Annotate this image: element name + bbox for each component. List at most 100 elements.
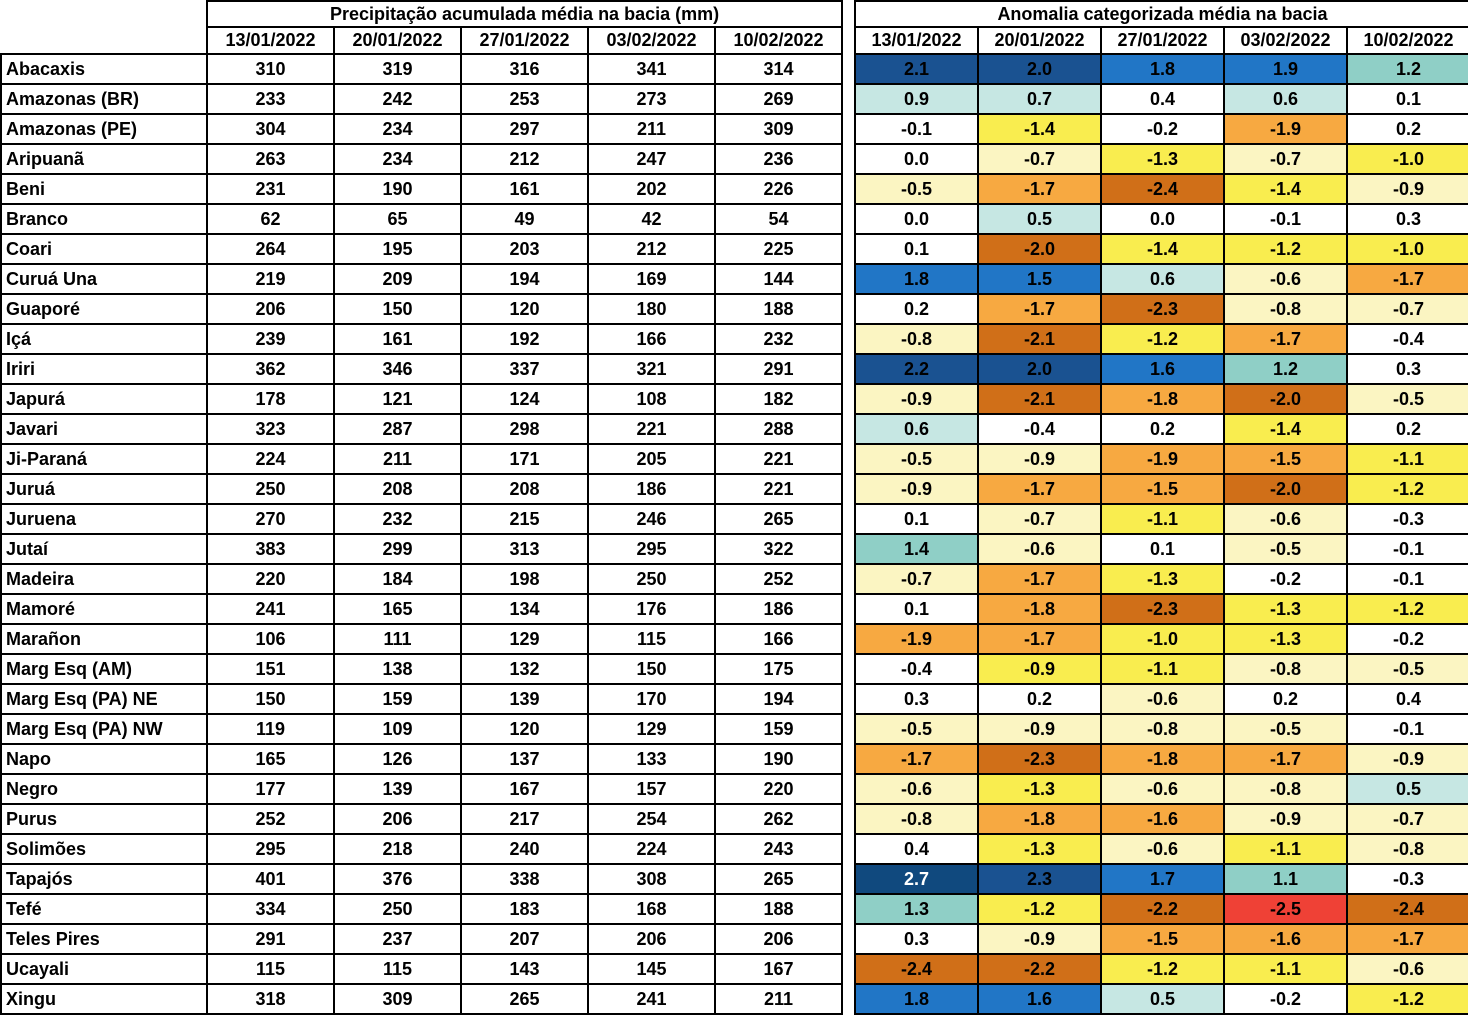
anomaly-value-cell: -0.6 — [1100, 833, 1225, 865]
precip-value-cell: 106 — [206, 623, 335, 655]
anomaly-value-cell: -1.5 — [1100, 923, 1225, 955]
precip-value-cell: 168 — [587, 893, 716, 925]
anomaly-value-cell: -1.7 — [977, 173, 1102, 205]
precipitation-date-header-row: 13/01/2022 20/01/2022 27/01/2022 03/02/2022… — [1, 26, 844, 55]
table-row: Beni 231 190 161 202 226 — [0, 173, 844, 205]
precip-value-cell: 291 — [206, 923, 335, 955]
anomaly-value-cell: -1.2 — [1223, 233, 1348, 265]
precip-value-cell: 212 — [460, 143, 589, 175]
date-header: 03/02/2022 — [1223, 26, 1348, 55]
anomaly-value-cell: -0.9 — [854, 473, 979, 505]
anomaly-value-cell: -1.0 — [1345, 233, 1468, 265]
precip-value-cell: 161 — [333, 323, 462, 355]
table-row: -0.8 -2.1 -1.2 -1.7 -0.4 — [854, 323, 1468, 355]
precip-value-cell: 252 — [206, 803, 335, 835]
table-row: Juruena 270 232 215 246 265 — [0, 503, 844, 535]
anomaly-value-cell: -1.2 — [1345, 473, 1468, 505]
anomaly-value-cell: -0.6 — [1100, 773, 1225, 805]
anomaly-value-cell: 1.4 — [854, 533, 979, 565]
basin-name: Coari — [0, 233, 208, 265]
table-row: 1.4 -0.6 0.1 -0.5 -0.1 — [854, 533, 1468, 565]
anomaly-value-cell: -2.3 — [1100, 593, 1225, 625]
precip-value-cell: 309 — [713, 113, 844, 145]
anomaly-value-cell: -0.6 — [1345, 953, 1468, 985]
table-row: Abacaxis 310 319 316 341 314 — [0, 53, 844, 85]
anomaly-value-cell: 0.1 — [854, 593, 979, 625]
anomaly-value-cell: -0.1 — [1223, 203, 1348, 235]
corner-spacer — [1, 27, 207, 54]
precip-value-cell: 319 — [333, 53, 462, 85]
precip-value-cell: 166 — [713, 623, 844, 655]
anomaly-value-cell: -1.3 — [1100, 563, 1225, 595]
precip-value-cell: 206 — [206, 293, 335, 325]
anomaly-value-cell: 0.6 — [1223, 83, 1348, 115]
table-row: Solimões 295 218 240 224 243 — [0, 833, 844, 865]
precip-value-cell: 242 — [333, 83, 462, 115]
precip-value-cell: 165 — [333, 593, 462, 625]
anomaly-value-cell: -2.2 — [1100, 893, 1225, 925]
table-row: Teles Pires 291 237 207 206 206 — [0, 923, 844, 955]
precip-value-cell: 237 — [333, 923, 462, 955]
table-row: 0.2 -1.7 -2.3 -0.8 -0.7 — [854, 293, 1468, 325]
anomaly-value-cell: -1.9 — [1223, 113, 1348, 145]
precip-value-cell: 250 — [333, 893, 462, 925]
precip-value-cell: 144 — [713, 263, 844, 295]
precip-value-cell: 250 — [587, 563, 716, 595]
anomaly-value-cell: -0.5 — [1345, 653, 1468, 685]
anomaly-value-cell: -0.7 — [1223, 143, 1348, 175]
precip-value-cell: 221 — [587, 413, 716, 445]
table-row: Amazonas (BR) 233 242 253 273 269 — [0, 83, 844, 115]
anomaly-value-cell: -1.4 — [1100, 233, 1225, 265]
precipitation-table-title: Precipitação acumulada média na bacia (m… — [205, 0, 844, 28]
precip-value-cell: 194 — [713, 683, 844, 715]
precip-value-cell: 209 — [333, 263, 462, 295]
precip-value-cell: 182 — [713, 383, 844, 415]
anomaly-value-cell: 0.2 — [1345, 113, 1468, 145]
precip-value-cell: 322 — [713, 533, 844, 565]
date-header: 27/01/2022 — [460, 26, 589, 55]
anomaly-value-cell: -0.7 — [1345, 293, 1468, 325]
table-row: 0.0 -0.7 -1.3 -0.7 -1.0 — [854, 143, 1468, 175]
anomaly-value-cell: -0.1 — [1345, 713, 1468, 745]
table-row: 0.0 0.5 0.0 -0.1 0.3 — [854, 203, 1468, 235]
precip-value-cell: 217 — [460, 803, 589, 835]
table-row: Aripuanã 263 234 212 247 236 — [0, 143, 844, 175]
anomaly-value-cell: -0.6 — [1100, 683, 1225, 715]
anomaly-value-cell: -2.3 — [1100, 293, 1225, 325]
basin-name: Aripuanã — [0, 143, 208, 175]
precip-value-cell: 62 — [206, 203, 335, 235]
anomaly-value-cell: -0.5 — [1345, 383, 1468, 415]
anomaly-value-cell: -0.9 — [1223, 803, 1348, 835]
precip-value-cell: 180 — [587, 293, 716, 325]
table-row: -0.8 -1.8 -1.6 -0.9 -0.7 — [854, 803, 1468, 835]
precip-value-cell: 338 — [460, 863, 589, 895]
precip-value-cell: 250 — [206, 473, 335, 505]
precip-value-cell: 337 — [460, 353, 589, 385]
precip-value-cell: 145 — [587, 953, 716, 985]
anomaly-value-cell: 0.5 — [977, 203, 1102, 235]
anomaly-value-cell: 1.6 — [977, 983, 1102, 1015]
precip-value-cell: 143 — [460, 953, 589, 985]
anomaly-value-cell: -1.7 — [1223, 323, 1348, 355]
anomaly-value-cell: -1.6 — [1223, 923, 1348, 955]
precip-value-cell: 243 — [713, 833, 844, 865]
anomaly-value-cell: -1.3 — [977, 833, 1102, 865]
basin-name: Tefé — [0, 893, 208, 925]
anomaly-value-cell: -0.5 — [1223, 713, 1348, 745]
precip-value-cell: 192 — [460, 323, 589, 355]
anomaly-value-cell: 1.8 — [1100, 53, 1225, 85]
anomaly-value-cell: 1.8 — [854, 263, 979, 295]
table-row: -0.5 -1.7 -2.4 -1.4 -0.9 — [854, 173, 1468, 205]
precip-value-cell: 313 — [460, 533, 589, 565]
anomaly-value-cell: -0.8 — [1345, 833, 1468, 865]
precip-value-cell: 150 — [587, 653, 716, 685]
precip-value-cell: 224 — [206, 443, 335, 475]
anomaly-value-cell: -1.7 — [854, 743, 979, 775]
table-row: -0.6 -1.3 -0.6 -0.8 0.5 — [854, 773, 1468, 805]
anomaly-value-cell: -0.9 — [1345, 173, 1468, 205]
anomaly-value-cell: -1.7 — [977, 623, 1102, 655]
precip-value-cell: 171 — [460, 443, 589, 475]
anomaly-value-cell: -2.5 — [1223, 893, 1348, 925]
basin-name: Amazonas (BR) — [0, 83, 208, 115]
